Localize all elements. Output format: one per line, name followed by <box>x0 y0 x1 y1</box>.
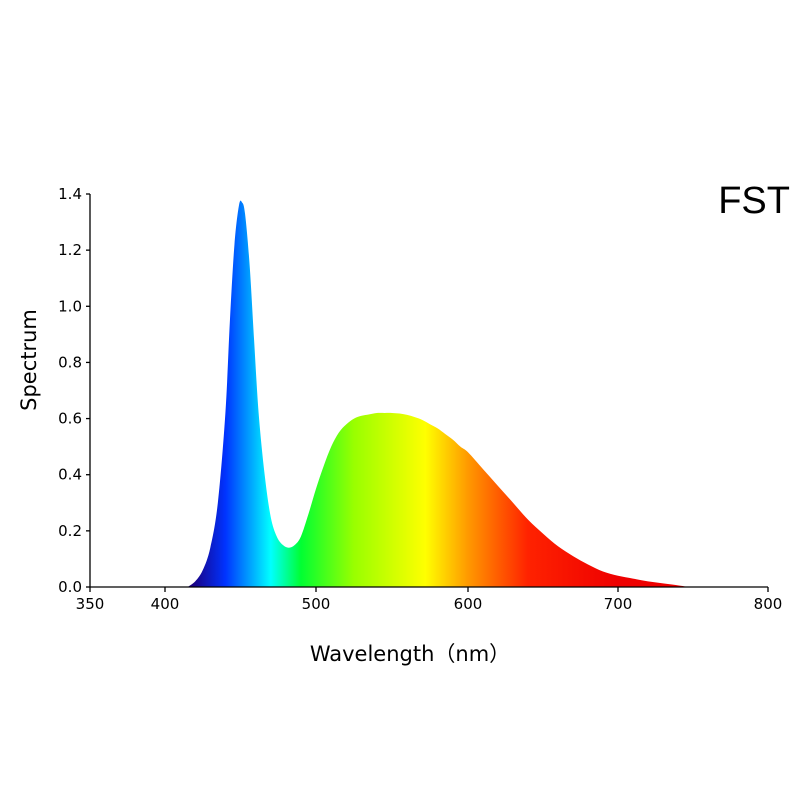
y-tick-label: 0.4 <box>58 466 82 484</box>
spectrum-area <box>187 200 686 587</box>
chart-axes <box>89 194 768 588</box>
y-tick-label: 1.2 <box>58 241 82 259</box>
y-tick-label: 0.0 <box>58 578 82 596</box>
y-tick-label: 0.2 <box>58 522 82 540</box>
x-tick-label: 800 <box>754 595 783 613</box>
x-axis-title: Wavelength（nm） <box>310 642 510 666</box>
x-tick-label: 400 <box>151 595 180 613</box>
y-tick-label: 1.4 <box>58 185 82 203</box>
y-tick-label: 0.8 <box>58 353 82 371</box>
corner-label: FST <box>718 180 790 222</box>
y-tick-label: 0.6 <box>58 410 82 428</box>
y-axis-title: Spectrum <box>17 309 41 411</box>
x-tick-label: 500 <box>302 595 331 613</box>
y-tick-label: 1.0 <box>58 297 82 315</box>
x-tick-label: 600 <box>454 595 483 613</box>
x-tick-label: 350 <box>76 595 105 613</box>
x-tick-label: 700 <box>604 595 633 613</box>
